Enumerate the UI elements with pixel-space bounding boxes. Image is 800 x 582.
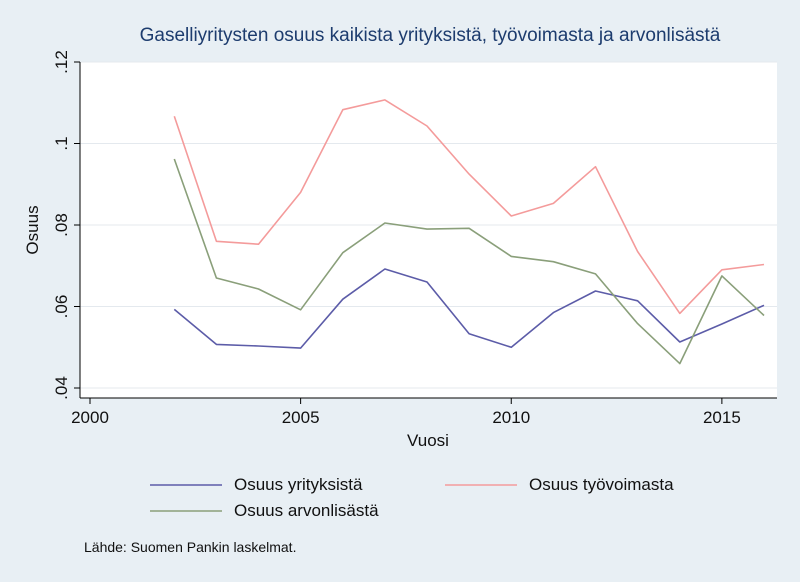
y-tick-label: .12 [52, 50, 71, 74]
y-tick-label: .06 [52, 295, 71, 319]
x-axis-label: Vuosi [407, 431, 449, 450]
chart-title: Gaselliyritysten osuus kaikista yrityksi… [140, 25, 721, 46]
y-tick-label: .08 [52, 213, 71, 237]
x-tick-label: 2015 [703, 408, 741, 427]
legend-label-3: Osuus arvonlisästä [234, 501, 379, 520]
source-note: Lähde: Suomen Pankin laskelmat. [84, 539, 296, 555]
x-tick-label: 2005 [282, 408, 320, 427]
series-layer [173, 99, 765, 365]
series-line-3 [173, 158, 765, 365]
plot-area [80, 62, 777, 398]
legend-label-2: Osuus työvoimasta [529, 475, 674, 494]
y-axis-label: Osuus [23, 205, 42, 254]
y-tick-label: .1 [52, 136, 71, 150]
x-tick-label: 2010 [492, 408, 530, 427]
grid-layer [80, 61, 777, 389]
legend-label-1: Osuus yrityksistä [234, 475, 363, 494]
legend: Osuus yrityksistä Osuus työvoimasta Osuus … [150, 475, 674, 520]
series-line-2 [173, 99, 765, 315]
x-tick-label: 2000 [71, 408, 109, 427]
series-line-1 [173, 268, 765, 349]
y-tick-label: .04 [52, 376, 71, 400]
axis-layer: .04 .06 .08 .1 .12 2000 2005 2010 2015 [52, 50, 741, 427]
